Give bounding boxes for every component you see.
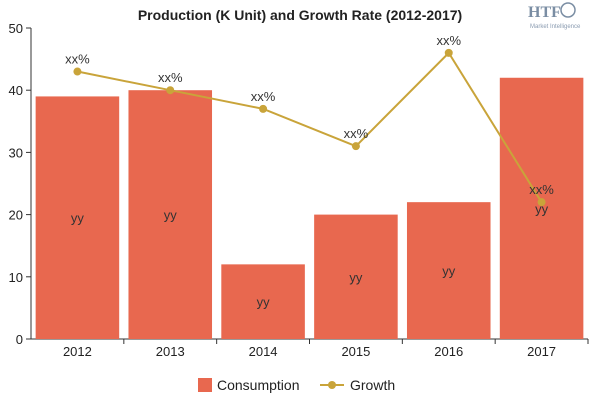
consumption-bar	[128, 90, 213, 339]
legend-consumption-swatch	[198, 378, 212, 392]
consumption-bar	[499, 77, 584, 339]
consumption-bar-label: yy	[164, 208, 178, 223]
growth-point-label: xx%	[436, 33, 461, 48]
y-tick-label: 50	[9, 21, 23, 36]
y-tick-label: 10	[9, 270, 23, 285]
logo-tagline: Market Intelligence	[530, 24, 581, 30]
y-tick-label: 20	[9, 208, 23, 223]
x-tick-label: 2016	[434, 344, 463, 359]
growth-point	[73, 67, 82, 76]
legend-growth-marker	[328, 381, 336, 389]
consumption-data-labels: yy yy yy yy yy yy	[71, 201, 549, 309]
legend-consumption-label: Consumption	[217, 377, 300, 393]
x-tick-label: 2014	[249, 344, 278, 359]
growth-point	[537, 198, 546, 207]
chart-axes: 0 10 20 30 40 50 2012 2013 2014 2015 2016 2017	[9, 21, 589, 359]
consumption-bar	[221, 264, 305, 339]
consumption-bar-label: yy	[257, 295, 271, 310]
chart-legend: Consumption Growth	[198, 377, 395, 393]
y-tick-label: 30	[9, 145, 23, 160]
consumption-bar-label: yy	[349, 270, 363, 285]
growth-data-labels: xx% xx% xx% xx% xx% xx%	[65, 33, 554, 197]
consumption-bar-label: yy	[535, 201, 549, 216]
consumption-bar-label: yy	[442, 264, 456, 279]
growth-point-label: xx%	[529, 182, 554, 197]
htf-logo: HTF Market Intelligence	[528, 2, 581, 30]
growth-point	[166, 86, 175, 95]
consumption-bar	[314, 214, 398, 339]
growth-point	[259, 104, 268, 113]
consumption-bar-label: yy	[71, 211, 85, 226]
y-tick-label: 40	[9, 83, 23, 98]
x-tick-label: 2013	[156, 344, 185, 359]
consumption-bar	[35, 96, 120, 339]
consumption-bars	[35, 77, 584, 339]
growth-point	[351, 142, 360, 151]
growth-point-label: xx%	[65, 52, 90, 67]
logo-mark: HTF	[528, 4, 561, 21]
growth-point-label: xx%	[158, 70, 183, 85]
x-tick-label: 2012	[63, 344, 92, 359]
y-tick-label: 0	[16, 332, 23, 347]
legend-growth-label: Growth	[350, 377, 395, 393]
growth-point-label: xx%	[251, 89, 276, 104]
x-tick-label: 2015	[341, 344, 370, 359]
chart-title: Production (K Unit) and Growth Rate (201…	[138, 7, 462, 23]
x-tick-label: 2017	[527, 344, 556, 359]
logo-globe-icon	[560, 2, 576, 18]
growth-point	[444, 48, 453, 57]
growth-point-label: xx%	[344, 126, 369, 141]
consumption-bar	[406, 202, 491, 339]
growth-line	[73, 48, 546, 207]
growth-series-line	[77, 51, 543, 203]
